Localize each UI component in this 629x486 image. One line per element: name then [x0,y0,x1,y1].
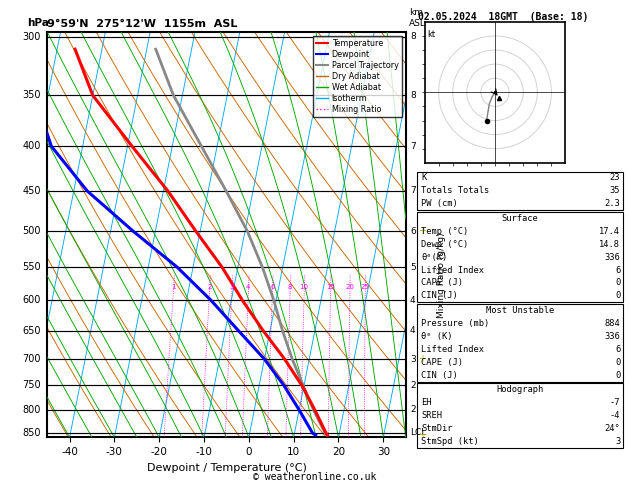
Text: 600: 600 [23,295,41,305]
Text: hPa: hPa [28,17,49,28]
Text: Hodograph: Hodograph [496,385,544,395]
Text: 10: 10 [299,284,309,290]
Text: 336: 336 [604,253,620,262]
Text: 2.3: 2.3 [604,199,620,208]
Text: 550: 550 [22,262,41,272]
Text: CIN (J): CIN (J) [421,291,458,300]
Text: Mixing Ratio (g/kg): Mixing Ratio (g/kg) [437,232,446,318]
Text: +: + [418,354,426,364]
Text: kt: kt [427,30,435,39]
Text: 6: 6 [615,345,620,354]
Text: 884: 884 [604,319,620,328]
Text: +: + [418,226,426,236]
Text: K: K [421,174,426,183]
Text: 2: 2 [207,284,211,290]
Text: SREH: SREH [421,411,442,420]
Text: 6: 6 [615,265,620,275]
Text: 9°59'N  275°12'W  1155m  ASL: 9°59'N 275°12'W 1155m ASL [47,19,238,30]
Text: 2: 2 [410,405,416,415]
Text: 3: 3 [615,437,620,446]
Text: 650: 650 [22,326,41,336]
Text: 35: 35 [610,186,620,195]
Text: 6: 6 [410,226,416,236]
Text: 02.05.2024  18GMT  (Base: 18): 02.05.2024 18GMT (Base: 18) [418,12,589,22]
Text: Surface: Surface [502,214,538,223]
Text: 300: 300 [23,32,41,42]
Text: 500: 500 [22,226,41,236]
Text: Most Unstable: Most Unstable [486,306,554,315]
Text: 0: 0 [615,278,620,288]
Text: 750: 750 [22,381,41,390]
Text: 400: 400 [23,141,41,151]
Text: EH: EH [421,398,432,407]
Text: 7: 7 [410,141,416,151]
Text: Pressure (mb): Pressure (mb) [421,319,490,328]
Text: 0: 0 [615,370,620,380]
Text: 7: 7 [410,187,416,195]
Text: 23: 23 [610,174,620,183]
Text: km
ASL: km ASL [409,8,426,28]
Text: 8: 8 [410,32,416,41]
Text: Lifted Index: Lifted Index [421,265,484,275]
Text: 3: 3 [230,284,234,290]
Text: 8: 8 [287,284,292,290]
Text: © weatheronline.co.uk: © weatheronline.co.uk [253,472,376,482]
Text: StmDir: StmDir [421,424,453,433]
Text: -4: -4 [610,411,620,420]
Text: 3: 3 [410,355,416,364]
Text: 4: 4 [410,296,416,305]
Text: Lifted Index: Lifted Index [421,345,484,354]
Text: +: + [418,430,426,440]
Text: θᵉ (K): θᵉ (K) [421,332,453,341]
Text: 6: 6 [270,284,274,290]
Text: 20: 20 [345,284,354,290]
Text: 1: 1 [171,284,175,290]
Text: Totals Totals: Totals Totals [421,186,490,195]
Text: PW (cm): PW (cm) [421,199,458,208]
Text: Dewp (°C): Dewp (°C) [421,240,469,249]
Text: 8: 8 [410,91,416,100]
Text: CAPE (J): CAPE (J) [421,278,464,288]
Text: 25: 25 [361,284,370,290]
Text: 850: 850 [22,428,41,438]
Text: θᵉ(K): θᵉ(K) [421,253,448,262]
Text: 14.8: 14.8 [599,240,620,249]
Text: -7: -7 [610,398,620,407]
Text: 800: 800 [23,405,41,415]
Text: 2: 2 [410,381,416,390]
Text: 15: 15 [326,284,335,290]
Text: 0: 0 [615,291,620,300]
Text: 350: 350 [22,90,41,100]
Text: 4: 4 [246,284,250,290]
Text: StmSpd (kt): StmSpd (kt) [421,437,479,446]
Text: CAPE (J): CAPE (J) [421,358,464,367]
Text: 24°: 24° [604,424,620,433]
Text: 700: 700 [22,354,41,364]
Text: 17.4: 17.4 [599,227,620,236]
Text: 450: 450 [22,186,41,196]
Text: Temp (°C): Temp (°C) [421,227,469,236]
Text: CIN (J): CIN (J) [421,370,458,380]
Text: 0: 0 [615,358,620,367]
Text: LCL: LCL [410,429,426,437]
Text: 336: 336 [604,332,620,341]
Legend: Temperature, Dewpoint, Parcel Trajectory, Dry Adiabat, Wet Adiabat, Isotherm, Mi: Temperature, Dewpoint, Parcel Trajectory… [313,35,402,117]
Text: 5: 5 [410,263,416,272]
X-axis label: Dewpoint / Temperature (°C): Dewpoint / Temperature (°C) [147,463,306,473]
Text: 4: 4 [410,327,416,335]
